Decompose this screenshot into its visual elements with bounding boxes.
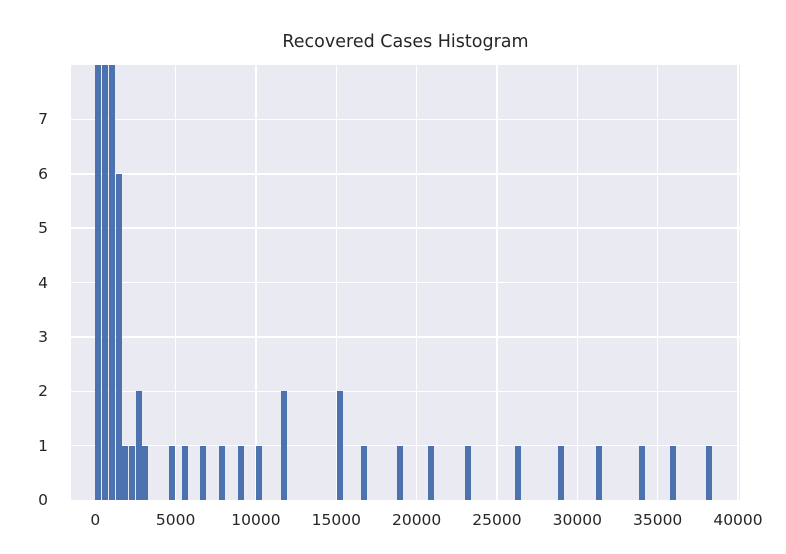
y-tick-label: 7 bbox=[38, 110, 48, 129]
histogram-bar bbox=[129, 445, 136, 500]
histogram-bar bbox=[122, 445, 129, 500]
grid-line-horizontal bbox=[71, 227, 740, 229]
histogram-bar bbox=[595, 445, 602, 500]
histogram-bar bbox=[256, 445, 263, 500]
histogram-bar bbox=[142, 445, 149, 500]
histogram-bar bbox=[706, 445, 713, 500]
plot-area bbox=[71, 65, 740, 500]
histogram-bar bbox=[397, 445, 404, 500]
grid-line-horizontal bbox=[71, 281, 740, 284]
histogram-bar bbox=[558, 445, 565, 500]
grid-line-horizontal bbox=[71, 173, 740, 175]
histogram-bar bbox=[465, 445, 472, 500]
histogram-bar bbox=[200, 445, 207, 500]
x-tick-label: 40000 bbox=[713, 511, 763, 529]
histogram-bar bbox=[238, 445, 245, 500]
histogram-bar bbox=[515, 445, 522, 500]
histogram-bar bbox=[135, 391, 142, 500]
grid-line-horizontal bbox=[71, 336, 740, 338]
grid-line-horizontal bbox=[71, 444, 740, 447]
y-tick-label: 4 bbox=[38, 273, 48, 292]
x-tick-label: 30000 bbox=[552, 511, 602, 529]
y-tick-label: 6 bbox=[38, 164, 48, 183]
y-tick-label: 2 bbox=[38, 382, 48, 401]
histogram-bar bbox=[218, 445, 225, 500]
histogram-bar bbox=[102, 65, 109, 500]
histogram-bar bbox=[181, 445, 188, 500]
histogram-bar bbox=[360, 445, 367, 500]
x-tick-label: 5000 bbox=[155, 511, 196, 529]
histogram-bar bbox=[108, 65, 115, 500]
histogram-bar bbox=[669, 445, 676, 500]
histogram-bar bbox=[337, 391, 344, 500]
grid-line-horizontal bbox=[71, 118, 740, 121]
y-tick-label: 1 bbox=[38, 436, 48, 455]
histogram-bar bbox=[168, 445, 175, 500]
x-tick-label: 25000 bbox=[472, 511, 522, 529]
x-tick-label: 15000 bbox=[311, 511, 361, 529]
x-tick-label: 10000 bbox=[231, 511, 281, 529]
x-tick-label: 35000 bbox=[632, 511, 683, 529]
y-tick-label: 3 bbox=[38, 327, 48, 346]
histogram-bar bbox=[95, 65, 102, 500]
histogram-bar bbox=[638, 445, 645, 500]
grid-line-horizontal bbox=[71, 390, 740, 392]
histogram-bar bbox=[115, 173, 122, 500]
x-tick-label: 0 bbox=[90, 511, 101, 529]
histogram-bar bbox=[428, 445, 435, 500]
y-tick-label: 5 bbox=[38, 219, 48, 238]
x-tick-label: 20000 bbox=[391, 511, 442, 529]
y-tick-label: 0 bbox=[38, 491, 48, 509]
histogram-bar bbox=[280, 391, 287, 500]
chart-title: Recovered Cases Histogram bbox=[282, 32, 529, 52]
